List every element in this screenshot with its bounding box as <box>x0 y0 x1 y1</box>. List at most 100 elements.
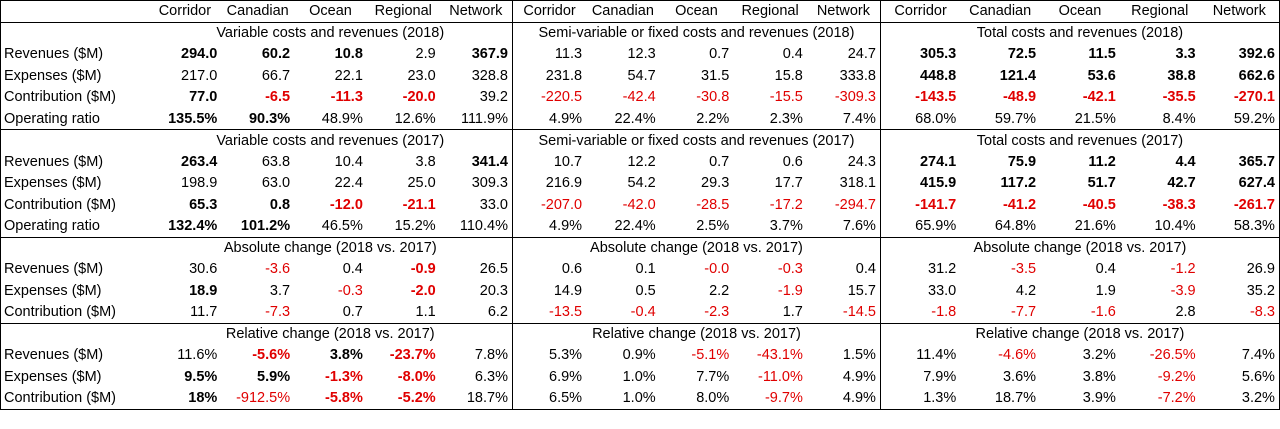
column-header: Ocean <box>309 3 352 20</box>
value-cell: 5.3% <box>511 344 587 366</box>
label-cell <box>0 322 149 345</box>
value-cell: 1.5% <box>842 347 876 364</box>
value-cell: 75.9 <box>1007 153 1037 170</box>
value-cell: 59.2% <box>1233 110 1275 127</box>
value-cell: 1.9 <box>1095 282 1116 299</box>
data-row: Operating ratio 135.5% 90.3% 48.9% 12.6% 111.… <box>1 108 1280 130</box>
value-cell: 3.8% <box>1082 368 1116 385</box>
value-cell: 101.2% <box>240 218 291 234</box>
value-cell: -3.5 <box>1011 261 1037 278</box>
value-cell: 12.2 <box>627 153 656 170</box>
value-cell: 54.2 <box>627 175 656 192</box>
value-cell: 42.7 <box>1167 175 1196 192</box>
row-label: Revenues ($M) <box>4 46 104 63</box>
value-cell: 10.8 <box>334 46 363 63</box>
row-label: Operating ratio <box>4 110 100 127</box>
value-cell: 117.2 <box>1000 175 1037 192</box>
value-cell: 23.0 <box>407 67 436 84</box>
value-cell: -42.0 <box>622 196 656 213</box>
value-cell: 341.4 <box>471 153 508 170</box>
value-cell: 305.3 <box>879 43 961 65</box>
value-cell: -4.6% <box>998 347 1037 364</box>
value-cell: 53.6 <box>1087 67 1116 84</box>
value-cell: 33.0 <box>479 196 508 213</box>
value-cell: -5.8% <box>325 390 363 406</box>
value-cell: 10.7 <box>511 151 587 173</box>
value-cell: -3.9 <box>1170 282 1196 299</box>
value-cell: 0.4 <box>342 261 363 278</box>
value-cell: -8.3 <box>1249 304 1275 320</box>
column-header: Canadian <box>969 3 1032 20</box>
data-row: Revenues ($M) 30.6 -3.6 0.4 -0.9 26.5 0.6 0.1 -0… <box>1 258 1280 280</box>
value-cell: -14.5 <box>842 304 876 320</box>
cost-table: Corridor Canadian Ocean Regional Network Corr… <box>0 0 1280 410</box>
row-label: Expenses ($M) <box>4 282 102 299</box>
value-cell: 11.2 <box>1088 153 1116 170</box>
value-cell: 63.8 <box>261 153 291 170</box>
value-cell: 63.0 <box>261 175 291 192</box>
value-cell: 1.7 <box>782 304 803 320</box>
value-cell: 3.7 <box>269 282 291 299</box>
value-cell: -5.1% <box>691 347 730 364</box>
value-cell: -11.0% <box>757 368 803 385</box>
value-cell: 4.9% <box>842 368 876 385</box>
value-cell: -7.3 <box>265 304 291 320</box>
value-cell: 294.0 <box>181 46 218 63</box>
data-row: Contribution ($M) 77.0 -6.5 -11.3 -20.0 39.2-… <box>1 86 1280 108</box>
section-title: Absolute change (2018 vs. 2017) <box>879 236 1280 259</box>
value-cell: 3.7% <box>769 218 803 234</box>
value-cell: -15.5 <box>769 89 803 106</box>
value-cell: 18.7% <box>994 390 1037 406</box>
section-title-row: Variable costs and revenues (2017) Semi-v… <box>0 129 1280 151</box>
value-cell: 11.6% <box>177 347 218 364</box>
value-cell: 6.3% <box>474 368 508 385</box>
value-cell: 0.5 <box>635 282 656 299</box>
value-cell: -7.2% <box>1157 390 1196 406</box>
value-cell: -23.7% <box>389 347 436 364</box>
value-cell: -261.7 <box>1233 196 1275 213</box>
value-cell: 20.3 <box>479 282 508 299</box>
value-cell: -143.5 <box>879 86 961 108</box>
section-title: Variable costs and revenues (2018) <box>148 21 513 44</box>
value-cell: 132.4% <box>168 218 218 234</box>
value-cell: -9.2% <box>1157 368 1196 385</box>
value-cell: -0.3 <box>337 282 363 299</box>
value-cell: 24.3 <box>847 153 876 170</box>
value-cell: -43.1% <box>756 347 803 364</box>
section-title: Relative change (2018 vs. 2017) <box>148 322 513 345</box>
header-row: Corridor Canadian Ocean Regional Network Corr… <box>1 0 1280 22</box>
value-cell: 4.9% <box>511 215 587 237</box>
value-cell: 65.9% <box>879 215 961 237</box>
value-cell: 65.3 <box>189 196 218 213</box>
value-cell: 22.4% <box>614 218 656 234</box>
row-label: Expenses ($M) <box>4 175 102 192</box>
value-cell: 9.5% <box>184 368 218 385</box>
column-header: Network <box>816 3 870 20</box>
value-cell: 7.8% <box>474 347 508 364</box>
value-cell: 2.3% <box>769 110 803 127</box>
value-cell: -5.2% <box>397 390 436 406</box>
value-cell: 15.2% <box>394 218 436 234</box>
value-cell: 24.7 <box>847 46 876 63</box>
value-cell: -42.1 <box>1082 89 1116 106</box>
value-cell: 198.9 <box>181 175 218 192</box>
column-header: Network <box>1212 3 1266 20</box>
row-label: Expenses ($M) <box>4 67 102 84</box>
value-cell: -1.2 <box>1170 261 1196 278</box>
value-cell: 39.2 <box>479 89 508 106</box>
value-cell: 7.4% <box>1241 347 1275 364</box>
value-cell: 0.6 <box>511 258 587 280</box>
value-cell: 51.7 <box>1087 175 1116 192</box>
value-cell: 4.2 <box>1015 282 1037 299</box>
section-title: Semi-variable or fixed costs and revenue… <box>511 129 881 151</box>
value-cell: 29.3 <box>701 175 730 192</box>
row-label: Operating ratio <box>4 218 100 234</box>
section-title-row: Absolute change (2018 vs. 2017) Absolute … <box>0 236 1280 259</box>
value-cell: 58.3% <box>1233 218 1275 234</box>
value-cell: -220.5 <box>511 86 587 108</box>
value-cell: 90.3% <box>248 110 291 127</box>
value-cell: 4.4 <box>1175 153 1196 170</box>
section-title: Relative change (2018 vs. 2017) <box>879 322 1280 345</box>
value-cell: 111.9% <box>460 110 508 127</box>
